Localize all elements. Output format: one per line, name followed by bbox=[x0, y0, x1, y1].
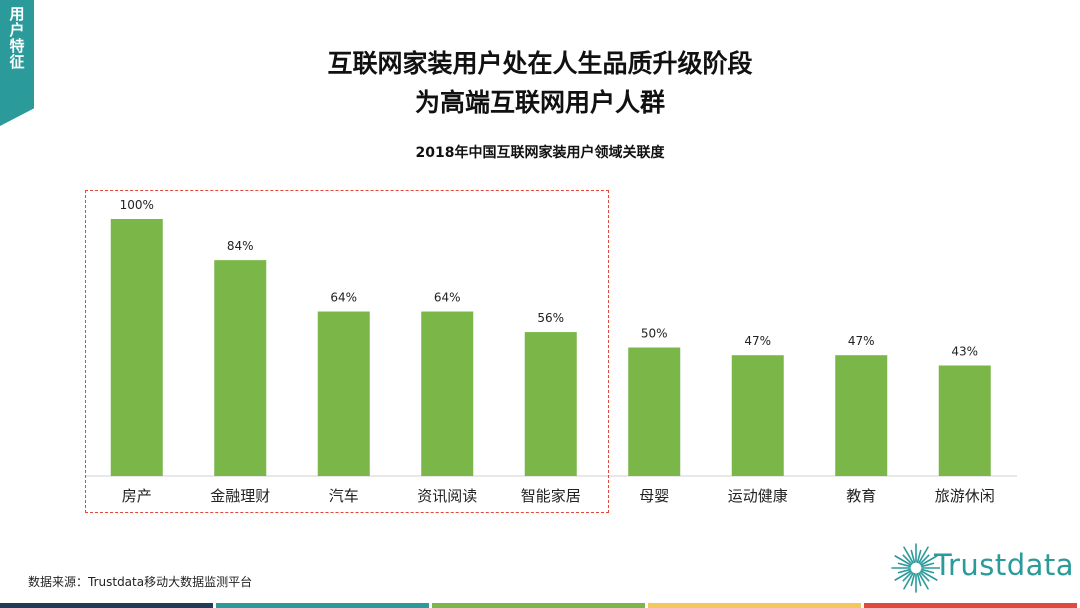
bar bbox=[421, 311, 474, 476]
footer-segment bbox=[216, 603, 429, 608]
sunburst-ray bbox=[902, 571, 913, 582]
sunburst-ray bbox=[920, 555, 938, 566]
bar bbox=[317, 311, 370, 476]
data-label: 64% bbox=[434, 291, 461, 305]
data-label: 100% bbox=[120, 198, 154, 212]
bar bbox=[628, 347, 681, 476]
sunburst-ray bbox=[897, 562, 912, 568]
bar bbox=[731, 355, 784, 476]
sunburst-ray bbox=[919, 554, 930, 565]
category-label: 汽车 bbox=[329, 487, 359, 505]
footer-color-bar bbox=[0, 603, 1080, 608]
bar bbox=[524, 332, 577, 476]
sunburst-ray bbox=[894, 555, 912, 566]
data-source: 数据来源：Trustdata移动大数据监测平台 bbox=[28, 575, 253, 589]
sunburst-ray bbox=[894, 570, 912, 581]
sunburst-ray bbox=[916, 572, 922, 587]
data-label: 84% bbox=[227, 239, 254, 253]
sunburst-ray bbox=[918, 572, 929, 590]
logo-text: Trustdata bbox=[934, 548, 1075, 582]
section-tag: 用户特征 bbox=[0, 0, 34, 126]
page-title-line-1: 互联网家装用户处在人生品质升级阶段 bbox=[327, 49, 753, 78]
footer-segment bbox=[648, 603, 861, 608]
data-label: 56% bbox=[537, 311, 564, 325]
sunburst-ray bbox=[897, 568, 912, 574]
sunburst-ray bbox=[916, 549, 922, 564]
category-label: 母婴 bbox=[639, 487, 669, 505]
bar bbox=[214, 260, 267, 476]
page-title-line-2: 为高端互联网用户人群 bbox=[414, 88, 665, 117]
sunburst-ray bbox=[920, 570, 938, 581]
footer-segment bbox=[864, 603, 1077, 608]
bar bbox=[938, 365, 991, 476]
footer-segment bbox=[432, 603, 645, 608]
trustdata-logo: Trustdata bbox=[890, 536, 1074, 596]
category-label: 智能家居 bbox=[521, 487, 581, 505]
data-label: 64% bbox=[330, 291, 357, 305]
sunburst-ray bbox=[902, 554, 913, 565]
category-label: 资讯阅读 bbox=[417, 487, 477, 505]
sunburst-ray bbox=[918, 546, 929, 564]
category-label: 房产 bbox=[122, 487, 152, 505]
bar bbox=[835, 355, 888, 476]
sunburst-ray bbox=[919, 571, 930, 582]
category-label: 教育 bbox=[846, 487, 876, 505]
data-label: 47% bbox=[848, 334, 875, 348]
sunburst-ray bbox=[903, 572, 914, 590]
category-label: 运动健康 bbox=[728, 487, 788, 505]
bar bbox=[110, 219, 163, 476]
sunburst-ray bbox=[910, 572, 916, 587]
section-tag-label: 用户特征 bbox=[7, 6, 26, 70]
sunburst-ray bbox=[910, 549, 916, 564]
sunburst-ray bbox=[903, 546, 914, 564]
footer-segment bbox=[0, 603, 213, 608]
data-label: 43% bbox=[951, 344, 978, 358]
category-label: 金融理财 bbox=[210, 487, 270, 505]
chart-title: 2018年中国互联网家装用户领域关联度 bbox=[415, 145, 665, 161]
sunburst-icon bbox=[891, 543, 941, 593]
sunburst-ray bbox=[920, 568, 935, 574]
data-label: 47% bbox=[744, 334, 771, 348]
category-label: 旅游休闲 bbox=[935, 487, 995, 505]
highlight-box bbox=[85, 190, 609, 513]
data-label: 50% bbox=[641, 327, 668, 341]
sunburst-ray bbox=[920, 562, 935, 568]
